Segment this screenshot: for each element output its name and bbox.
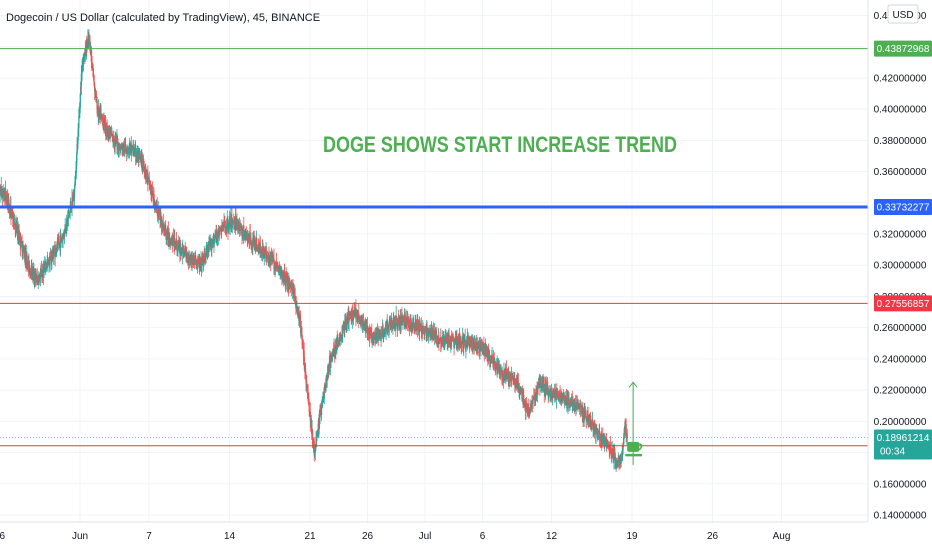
candle xyxy=(152,190,154,199)
y-tick-label: 0.24000000 xyxy=(874,354,927,365)
y-tick-label: 0.32000000 xyxy=(874,230,927,241)
x-tick-label: Jun xyxy=(72,531,88,542)
candle xyxy=(275,252,278,272)
candle xyxy=(12,207,14,228)
candle xyxy=(626,428,628,444)
level-price-tag xyxy=(874,295,932,312)
current-price-tag xyxy=(874,429,932,460)
candle xyxy=(231,223,233,234)
level-price-label: 0.27556857 xyxy=(877,299,930,310)
candle xyxy=(214,229,217,238)
y-tick-label: 0.20000000 xyxy=(874,417,927,428)
candle xyxy=(407,313,409,320)
y-tick-label: 0.30000000 xyxy=(874,261,927,272)
currency-badge[interactable] xyxy=(887,4,919,24)
x-tick-label: 21 xyxy=(304,531,316,542)
price-axis[interactable]: 0.140000000.160000000.180000000.20000000… xyxy=(867,0,932,550)
y-tick-label: 0.38000000 xyxy=(874,136,927,147)
bar-countdown-label: 00:34 xyxy=(880,447,905,458)
level-price-tag xyxy=(874,198,932,215)
x-tick-label: 19 xyxy=(626,531,638,542)
currency-label: USD xyxy=(892,10,913,21)
candle xyxy=(173,234,175,247)
trend-annotation-text[interactable]: DOGE SHOWS START INCREASE TREND xyxy=(323,132,677,157)
x-tick-label: Jul xyxy=(419,531,432,542)
candle xyxy=(256,237,258,252)
coffee-cup-icon[interactable] xyxy=(625,441,643,457)
trend-arrow-head xyxy=(628,381,638,388)
candle xyxy=(119,144,122,154)
chart-title: Dogecoin / US Dollar (calculated by Trad… xyxy=(6,12,320,24)
y-tick-label: 0.16000000 xyxy=(874,479,927,490)
grid-layer xyxy=(0,0,868,522)
x-tick-label: 26 xyxy=(0,531,5,542)
x-tick-label: 26 xyxy=(707,531,719,542)
candle xyxy=(358,303,360,329)
level-price-label: 0.43872968 xyxy=(877,44,930,55)
candle xyxy=(127,148,130,159)
candle xyxy=(450,330,453,350)
price-labels-layer: 0.438729680.337322770.275568570.18437484… xyxy=(874,40,932,460)
time-axis[interactable]: 26 Jun 7 14 21 26 Jul 6 12 19 26 Aug xyxy=(0,521,868,542)
y-tick-label: 0.14000000 xyxy=(874,511,927,522)
level-price-label: 0.33732277 xyxy=(877,202,930,213)
x-tick-label: 12 xyxy=(546,531,558,542)
candles-layer xyxy=(0,28,628,472)
y-tick-label: 0.36000000 xyxy=(874,167,927,178)
y-tick-label: 0.26000000 xyxy=(874,323,927,334)
x-tick-label: Aug xyxy=(773,531,791,542)
x-tick-label: 14 xyxy=(224,531,236,542)
horizontal-levels-layer[interactable] xyxy=(0,48,868,447)
candle xyxy=(584,403,586,428)
y-tick-label: 0.22000000 xyxy=(874,386,927,397)
candle xyxy=(510,366,513,388)
y-tick-label: 0.40000000 xyxy=(874,105,927,116)
y-tick-label: 0.42000000 xyxy=(874,73,927,84)
x-tick-label: 6 xyxy=(480,531,486,542)
level-price-tag xyxy=(874,40,932,57)
x-tick-label: 7 xyxy=(146,531,152,542)
annotations-layer[interactable]: DOGE SHOWS START INCREASE TREND xyxy=(323,132,677,466)
current-price-label: 0.18961214 xyxy=(877,433,930,444)
candle xyxy=(554,383,556,402)
candle xyxy=(409,314,411,333)
x-tick-label: 26 xyxy=(362,531,374,542)
